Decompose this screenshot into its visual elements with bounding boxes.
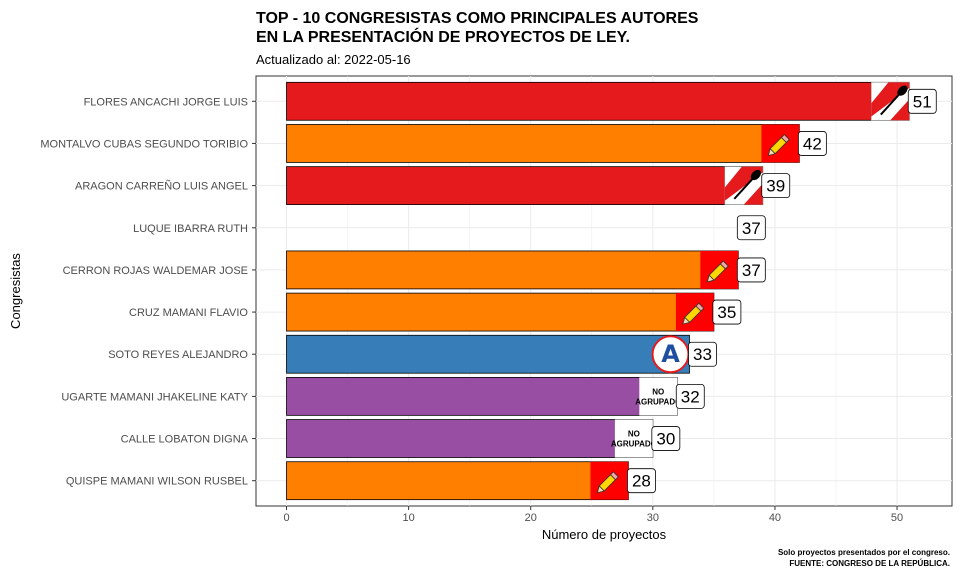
x-tick-label: 30 <box>647 512 659 524</box>
pencil-eraser <box>695 302 705 312</box>
letter-a-glyph: A <box>661 340 680 368</box>
bar-group: 35 <box>286 292 742 332</box>
pencil-icon <box>682 302 705 325</box>
value-label-box <box>736 215 766 241</box>
value-label-box <box>736 257 766 283</box>
x-tick-label: 0 <box>283 512 289 524</box>
y-category-label: MONTALVO CUBAS SEGUNDO TORIBIO <box>40 138 248 150</box>
pencil-eraser <box>780 134 790 143</box>
caption-line2: FUENTE: CONGRESO DE LA REPÚBLICA. <box>789 559 950 568</box>
bar <box>286 166 764 205</box>
y-category-label: UGARTE MAMANI JHAKELINE KATY <box>61 391 248 403</box>
value-label: 39 <box>766 177 785 196</box>
no-agrupado-line1: NO <box>652 387 664 396</box>
bar <box>286 334 690 374</box>
no-agrupado-icon <box>614 419 653 458</box>
shovel-blade <box>897 85 908 96</box>
bar-group: 42 <box>286 124 827 163</box>
bar-group: 28 <box>286 461 656 501</box>
y-category-label: CERRON ROJAS WALDEMAR JOSE <box>63 265 248 277</box>
x-tick-label: 10 <box>403 512 415 524</box>
shovel-blade <box>750 169 762 181</box>
y-category-label: FLORES ANCACHI JORGE LUIS <box>84 96 248 108</box>
bar <box>286 81 910 121</box>
chart-title-line1: TOP - 10 CONGRESISTAS COMO PRINCIPALES A… <box>256 10 699 27</box>
x-axis-title: Número de proyectos <box>542 527 667 542</box>
pencil-eraser <box>719 260 729 270</box>
bar-group: 51 <box>286 81 937 121</box>
chart-subtitle: Actualizado al: 2022-05-16 <box>256 52 411 67</box>
x-tick-label: 20 <box>525 512 537 524</box>
value-label: 35 <box>717 303 736 322</box>
value-label-box <box>797 131 827 156</box>
bar <box>286 377 678 416</box>
x-tick-label: 40 <box>769 512 781 524</box>
bar-group: 37 <box>736 215 766 241</box>
flag-stripe <box>890 99 910 121</box>
bar-group: 37 <box>286 250 766 290</box>
pencil-tip <box>767 147 776 157</box>
value-label: 32 <box>681 387 700 406</box>
bar <box>286 124 800 163</box>
value-label-box <box>688 341 717 367</box>
no-agrupado-icon <box>639 377 678 416</box>
caption-line1: Solo proyectos presentados por el congre… <box>778 548 950 557</box>
bar-group: A 33 <box>286 334 717 374</box>
bar <box>286 419 654 458</box>
value-label: 37 <box>742 261 761 280</box>
shovel-handle <box>880 93 901 116</box>
x-tick-label: 50 <box>891 512 903 524</box>
value-label-box <box>675 383 705 409</box>
x-axis-ticks: 0 10 20 30 40 50 <box>283 506 903 524</box>
value-label-box <box>712 299 742 325</box>
value-label: 33 <box>693 345 712 364</box>
shovel-handle <box>733 177 754 200</box>
y-category-label: CALLE LOBATON DIGNA <box>121 434 249 446</box>
plot-panel-border <box>255 75 953 507</box>
value-label-box <box>761 173 791 199</box>
y-category-label: LUQUE IBARRA RUTH <box>133 223 248 235</box>
value-label-box <box>627 468 656 494</box>
value-label: 37 <box>742 219 761 238</box>
no-agrupado-line1: NO <box>628 430 640 439</box>
pencil-icon <box>706 260 729 283</box>
y-category-label: SOTO REYES ALEJANDRO <box>108 349 248 361</box>
y-category-label: QUISPE MAMANI WILSON RUSBEL <box>66 476 248 488</box>
no-agrupado-line2: AGRUPADO <box>611 440 657 449</box>
bar <box>286 461 629 501</box>
chart-title-line2: EN LA PRESENTACIÓN DE PROYECTOS DE LEY. <box>256 27 630 46</box>
pencil-eraser <box>609 471 619 481</box>
bar-group: 39 <box>286 166 791 205</box>
bar <box>286 292 715 332</box>
y-category-label: CRUZ MAMANI FLAVIO <box>129 307 248 319</box>
value-label: 28 <box>632 472 651 491</box>
bar <box>286 250 739 290</box>
flag-stripe <box>743 183 763 205</box>
pencil-tip <box>596 485 605 494</box>
y-category-label: ARAGON CARREÑO LUIS ANGEL <box>75 180 248 193</box>
y-axis-title: Congresistas <box>8 253 23 329</box>
value-label: 42 <box>803 134 822 153</box>
no-agrupado-line2: AGRUPADO <box>635 397 681 406</box>
pencil-tip <box>706 274 715 283</box>
pencil-icon <box>767 134 790 157</box>
pencil-tip <box>682 316 691 325</box>
value-label: 30 <box>656 430 675 449</box>
value-label: 51 <box>913 92 932 111</box>
pencil-icon <box>596 471 619 494</box>
y-axis-labels: FLORES ANCACHI JORGE LUIS MONTALVO CUBAS … <box>40 96 256 488</box>
value-label-box <box>651 426 681 451</box>
value-label-box <box>907 88 937 114</box>
